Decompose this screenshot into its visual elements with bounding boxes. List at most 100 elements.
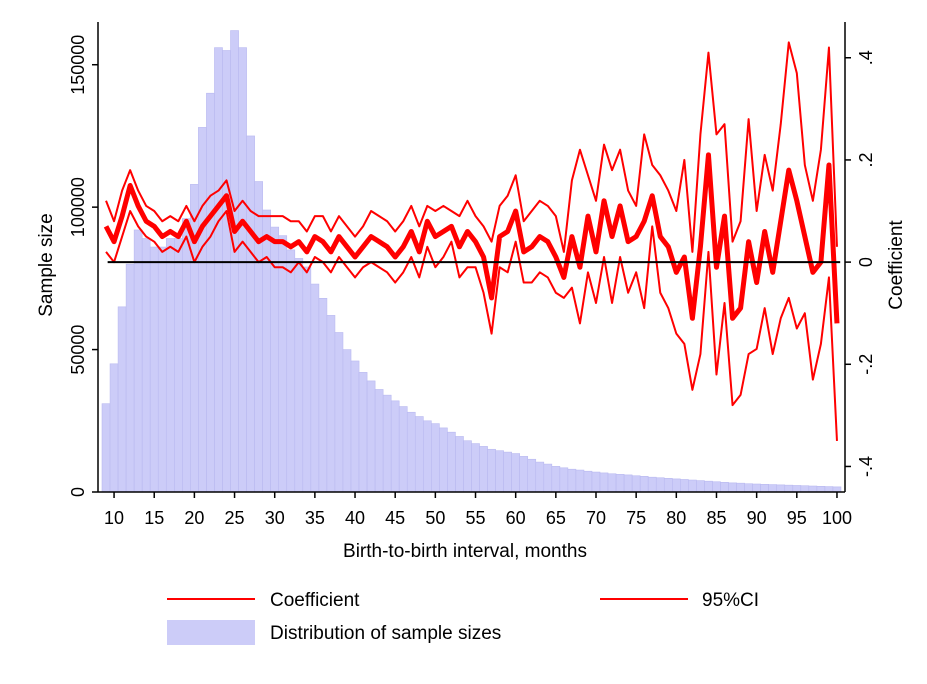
sample-size-bar (141, 238, 151, 493)
sample-size-bar (350, 360, 360, 493)
sample-size-bar (149, 246, 159, 493)
sample-size-bar (647, 476, 657, 493)
sample-size-bar (414, 416, 424, 493)
y-left-tick-label: 0 (68, 487, 88, 497)
sample-size-bar (736, 482, 745, 493)
sample-size-bar (503, 451, 512, 493)
x-tick-label: 25 (225, 508, 245, 528)
sample-size-bar (752, 483, 761, 493)
sample-size-bar (591, 471, 601, 493)
sample-size-bar (567, 468, 577, 493)
sample-size-bar (206, 92, 215, 493)
sample-size-bar (760, 484, 769, 493)
x-tick-label: 60 (506, 508, 526, 528)
x-tick-label: 100 (822, 508, 852, 528)
sample-size-bar (728, 482, 737, 493)
sample-size-bar (744, 483, 753, 493)
x-tick-label: 80 (666, 508, 686, 528)
sample-size-bar (439, 427, 448, 493)
sample-size-bar (390, 400, 400, 493)
sample-size-bar (174, 238, 183, 493)
sample-size-bar (406, 411, 416, 493)
sample-size-bar (663, 478, 673, 493)
sample-size-bar (310, 283, 320, 493)
sample-size-bar (262, 209, 271, 493)
sample-size-bar (704, 480, 713, 493)
sample-size-bar (374, 389, 384, 493)
y-axis-left-title: Sample size (36, 213, 57, 317)
x-tick-label: 35 (305, 508, 325, 528)
x-tick-label: 95 (787, 508, 807, 528)
legend-ci-label: 95%CI (702, 590, 759, 611)
sample-size-bar (254, 181, 263, 493)
sample-size-bar (246, 135, 255, 493)
sample-size-bar (688, 479, 697, 493)
sample-size-bar (342, 349, 352, 493)
x-tick-label: 30 (265, 508, 285, 528)
sample-size-bar (302, 266, 312, 493)
x-tick-label: 50 (425, 508, 445, 528)
sample-size-bar (222, 50, 231, 493)
sample-size-bar (527, 458, 537, 493)
sample-size-bar (808, 485, 818, 493)
sample-size-bar (784, 484, 794, 493)
sample-size-bar (157, 246, 167, 493)
sample-size-bar (214, 47, 223, 493)
x-tick-label: 40 (345, 508, 365, 528)
sample-size-bar (519, 456, 529, 493)
sample-size-bar (165, 238, 175, 493)
sample-size-bar (182, 218, 191, 493)
sample-size-bar (655, 477, 665, 493)
sample-size-bar (366, 380, 376, 493)
sample-size-bar (824, 486, 834, 493)
sample-size-bar (720, 482, 729, 493)
y-right-tick-label: -.2 (856, 354, 876, 375)
sample-size-bar (198, 127, 207, 493)
sample-size-bar (832, 486, 842, 493)
sample-size-bar (334, 332, 344, 493)
y-left-tick-label: 100000 (68, 177, 88, 237)
sample-size-bar (495, 450, 504, 493)
sample-size-bar (800, 485, 810, 493)
coefficient-line-group (103, 152, 840, 324)
x-tick-label: 45 (385, 508, 405, 528)
sample-size-bar (133, 229, 143, 493)
sample-size-bar (575, 469, 585, 493)
sample-size-bar (672, 478, 681, 493)
y-right-tick-label: -.4 (856, 456, 876, 477)
sample-size-bar (615, 474, 625, 493)
y-left-tick-label: 150000 (68, 35, 88, 95)
sample-size-bar (423, 420, 432, 493)
sample-size-bar (816, 485, 826, 493)
sample-size-bar (455, 436, 464, 493)
x-axis-title: Birth-to-birth interval, months (343, 541, 587, 562)
ci-lines (105, 41, 838, 441)
legend-distribution-label: Distribution of sample sizes (270, 623, 501, 644)
sample-size-bar (294, 258, 304, 493)
axes: 10 15 20 25 30 35 40 45 50 55 60 65 70 75 80 85 90 95 1000… (68, 22, 876, 528)
sample-size-bar (623, 474, 633, 493)
sample-size-bars (101, 30, 842, 493)
x-tick-label: 75 (626, 508, 646, 528)
sample-size-bar (318, 297, 328, 493)
y-left-tick-label: 50000 (68, 325, 88, 375)
sample-size-bar (696, 480, 705, 493)
legend-coefficient-label: Coefficient (270, 590, 360, 611)
sample-size-bar (398, 406, 408, 493)
sample-size-bar (117, 306, 127, 493)
ci-upper-line (105, 41, 838, 253)
sample-size-bar (101, 403, 111, 493)
x-tick-label: 10 (104, 508, 124, 528)
sample-size-bar (639, 476, 649, 493)
sample-size-bar (768, 484, 778, 493)
sample-size-bar (479, 446, 488, 493)
sample-size-bar (631, 475, 641, 493)
y-right-tick-label: 0 (856, 257, 876, 267)
y-right-tick-label: .4 (856, 50, 876, 65)
sample-size-bar (511, 453, 520, 493)
sample-size-bar (680, 479, 689, 493)
sample-size-bar (463, 440, 472, 493)
x-tick-label: 20 (184, 508, 204, 528)
sample-size-bar (125, 263, 135, 493)
